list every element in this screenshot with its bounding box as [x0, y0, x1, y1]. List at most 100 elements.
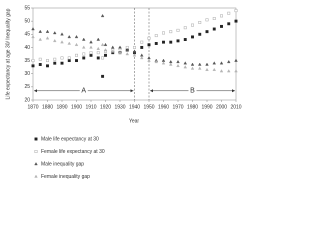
- data-point: [162, 31, 165, 35]
- x-tick-label: 1950: [143, 104, 154, 110]
- data-point: [183, 65, 187, 69]
- data-point: [147, 56, 151, 60]
- data-point: [125, 48, 129, 52]
- data-point: [234, 69, 238, 73]
- data-point: [46, 59, 49, 63]
- data-point: [53, 57, 57, 61]
- data-point: [205, 67, 209, 71]
- data-point: [190, 62, 195, 66]
- data-point: [132, 49, 137, 53]
- data-point: [212, 27, 216, 31]
- y-tick-label: 35: [24, 58, 30, 64]
- data-point: [140, 56, 144, 60]
- data-point: [176, 63, 180, 68]
- data-point: [89, 40, 93, 44]
- data-point: [38, 29, 42, 33]
- data-point: [67, 59, 71, 63]
- x-tick-label: 1890: [56, 104, 67, 110]
- data-point: [169, 30, 173, 34]
- data-point: [140, 45, 144, 49]
- data-point: [45, 29, 50, 33]
- y-tick-label: 20: [24, 97, 30, 103]
- data-point: [219, 61, 224, 65]
- data-point: [31, 59, 35, 63]
- data-point: [53, 31, 57, 35]
- data-point: [147, 43, 151, 47]
- data-point: [38, 57, 42, 61]
- data-point: [212, 67, 216, 71]
- data-point: [190, 66, 195, 70]
- x-tick-label: 1900: [71, 104, 82, 110]
- data-point: [147, 36, 151, 40]
- region-label-bg: [188, 86, 197, 95]
- data-point: [198, 21, 202, 24]
- x-tick-label: 1910: [85, 104, 96, 110]
- y-tick-label: 25: [24, 84, 30, 90]
- data-point: [169, 40, 173, 44]
- legend-label: Male life expectancy at 30: [41, 136, 99, 142]
- data-point: [60, 61, 64, 65]
- data-point: [53, 38, 57, 43]
- data-point: [198, 66, 202, 70]
- data-point: [60, 32, 64, 36]
- x-tick-label: 1920: [100, 104, 111, 110]
- data-point: [31, 64, 35, 68]
- x-tick-label: 2010: [230, 104, 241, 110]
- data-point: [234, 9, 238, 13]
- chart: Life expectancy at age 30/ Inequality ga…: [5, 5, 241, 180]
- x-tick-label: 1990: [201, 104, 212, 110]
- data-point: [100, 13, 105, 18]
- x-tick-label: 1870: [27, 104, 38, 110]
- data-point: [219, 69, 224, 73]
- data-point: [100, 42, 105, 46]
- data-point: [212, 61, 216, 65]
- data-point: [183, 61, 187, 65]
- data-point: [111, 49, 115, 53]
- data-point: [176, 28, 180, 32]
- y-axis-label: Life expectancy at age 30/ Inequality ga…: [5, 8, 11, 99]
- data-point: [198, 62, 202, 66]
- y-tick-label: 30: [24, 71, 30, 77]
- data-point: [31, 35, 35, 39]
- data-point: [67, 41, 71, 45]
- data-point: [67, 56, 71, 60]
- data-point: [191, 35, 194, 39]
- legend-marker: [34, 150, 38, 153]
- data-point: [89, 51, 93, 55]
- x-tick-label: 1970: [172, 104, 183, 110]
- y-tick-label: 50: [24, 18, 30, 24]
- legend-marker: [34, 162, 38, 166]
- data-point: [111, 45, 115, 49]
- x-tick-label: 2000: [216, 104, 227, 110]
- x-axis-label: Year: [129, 118, 139, 124]
- y-tick-label: 45: [24, 32, 30, 38]
- data-point: [82, 45, 86, 49]
- data-point: [234, 19, 238, 23]
- x-tick-label: 1930: [114, 104, 125, 110]
- data-point: [234, 58, 238, 62]
- data-point: [154, 34, 158, 38]
- y-tick-label: 55: [24, 5, 30, 11]
- legend-label: Female life expectancy at 30: [41, 149, 105, 155]
- data-point: [89, 45, 93, 49]
- x-tick-label: 1980: [187, 104, 198, 110]
- data-point: [191, 23, 194, 27]
- data-point: [118, 50, 122, 54]
- data-point: [140, 40, 144, 44]
- data-point: [205, 62, 209, 66]
- data-point: [104, 53, 107, 57]
- data-point: [140, 53, 144, 57]
- data-point: [125, 52, 129, 56]
- legend-label: Male inequality gap: [41, 161, 84, 167]
- data-point: [212, 17, 216, 20]
- data-point: [67, 35, 71, 39]
- data-point: [96, 56, 100, 60]
- legend-marker: [34, 174, 38, 178]
- data-point: [46, 64, 49, 68]
- data-point: [60, 56, 64, 60]
- data-point: [183, 26, 187, 30]
- legend-label: Female inequality gap: [41, 174, 90, 180]
- data-point: [205, 18, 209, 22]
- data-point: [220, 24, 223, 28]
- data-point: [161, 58, 166, 62]
